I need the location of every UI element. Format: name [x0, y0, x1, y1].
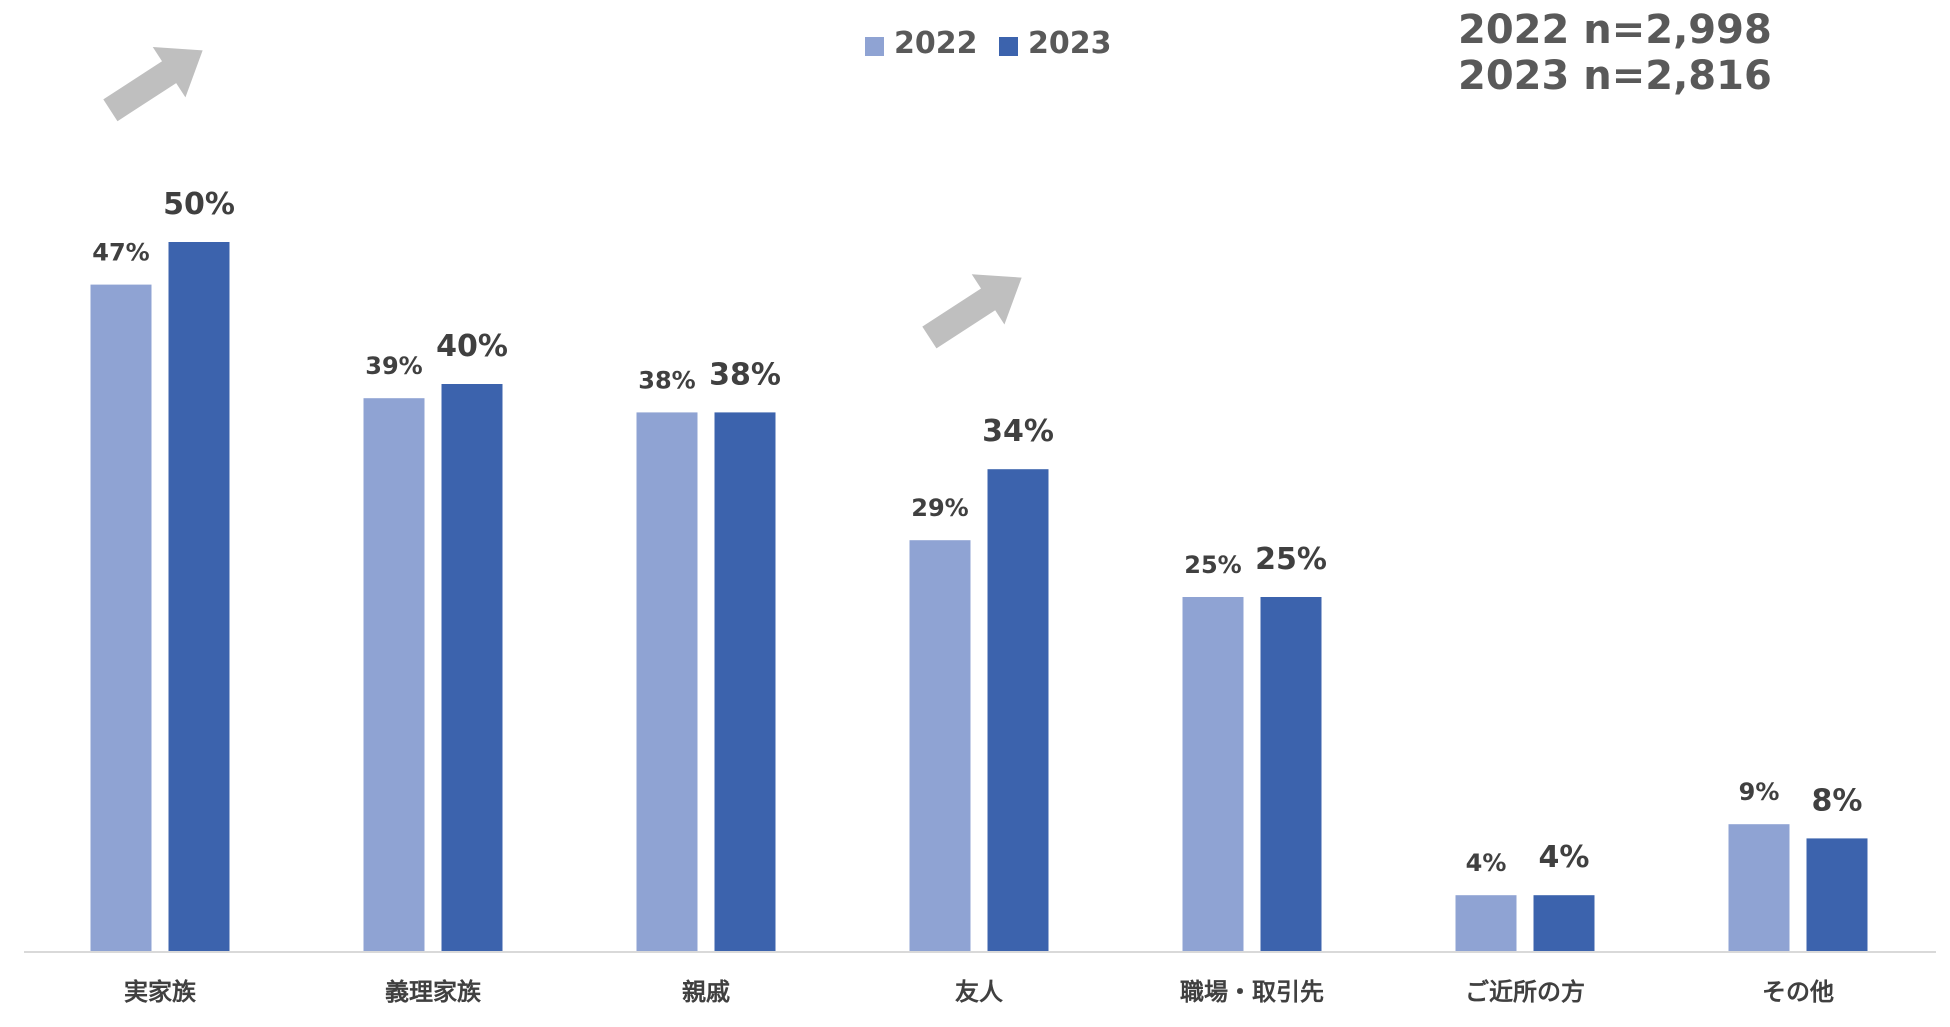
category-group: 25% 25% 職場・取引先 [1180, 542, 1327, 1006]
category-group: 47% 50% 実家族 [90, 187, 235, 1006]
bar-2022 [1182, 597, 1244, 952]
legend-swatch-2023 [999, 37, 1018, 56]
sample-size-2022: 2022 n=2,998 [1458, 7, 1772, 53]
bar-2023 [1260, 597, 1322, 952]
bar-2022 [1728, 824, 1790, 952]
category-group: 4% 4% ご近所の方 [1455, 840, 1595, 1006]
data-label-2022: 25% [1184, 551, 1241, 579]
data-label-2023: 25% [1255, 542, 1327, 577]
data-label-2023: 50% [163, 187, 235, 222]
sample-size-2023: 2023 n=2,816 [1458, 53, 1772, 99]
category-group: 39% 40% 義理家族 [363, 329, 508, 1006]
bar-2023 [714, 412, 776, 952]
data-label-2022: 38% [638, 366, 695, 394]
category-group: 9% 8% その他 [1728, 778, 1868, 1006]
bar-2022 [90, 284, 152, 953]
legend-swatch-2022 [865, 37, 884, 56]
category-label: 友人 [955, 978, 1003, 1006]
data-label-2022: 39% [365, 352, 422, 380]
bar-2022 [636, 412, 698, 952]
legend-label-2022: 2022 [894, 26, 978, 61]
category-group: 38% 38% 親戚 [636, 357, 781, 1006]
legend: 2022 2023 [865, 26, 1112, 61]
data-label-2023: 38% [709, 357, 781, 392]
trend-up-arrow-icon [922, 274, 1022, 349]
data-label-2022: 4% [1466, 849, 1507, 877]
legend-label-2023: 2023 [1028, 26, 1112, 61]
bar-2023 [168, 242, 230, 952]
category-label: その他 [1762, 978, 1834, 1006]
bar-2022 [1455, 895, 1517, 952]
data-label-2022: 29% [911, 494, 968, 522]
data-label-2022: 9% [1739, 778, 1780, 806]
category-label: 親戚 [682, 978, 730, 1006]
bar-2022 [363, 398, 425, 952]
category-label: 義理家族 [385, 978, 482, 1006]
bar-2023 [1806, 838, 1868, 952]
bar-2023 [441, 384, 503, 952]
data-label-2023: 34% [982, 414, 1054, 449]
category-label: 職場・取引先 [1180, 978, 1324, 1006]
data-label-2023: 4% [1539, 840, 1590, 875]
data-label-2023: 40% [436, 329, 508, 364]
data-label-2023: 8% [1812, 783, 1863, 818]
category-group: 29% 34% 友人 [909, 414, 1054, 1006]
bar-2023 [987, 469, 1049, 952]
data-label-2022: 47% [92, 239, 149, 267]
category-label: 実家族 [124, 978, 197, 1006]
sample-size-note: 2022 n=2,998 2023 n=2,816 [1458, 7, 1772, 99]
bar-2022 [909, 540, 971, 952]
category-label: ご近所の方 [1465, 978, 1585, 1006]
trend-up-arrow-icon [103, 47, 203, 122]
bar-2023 [1533, 895, 1595, 952]
arrows-layer [103, 47, 1022, 349]
